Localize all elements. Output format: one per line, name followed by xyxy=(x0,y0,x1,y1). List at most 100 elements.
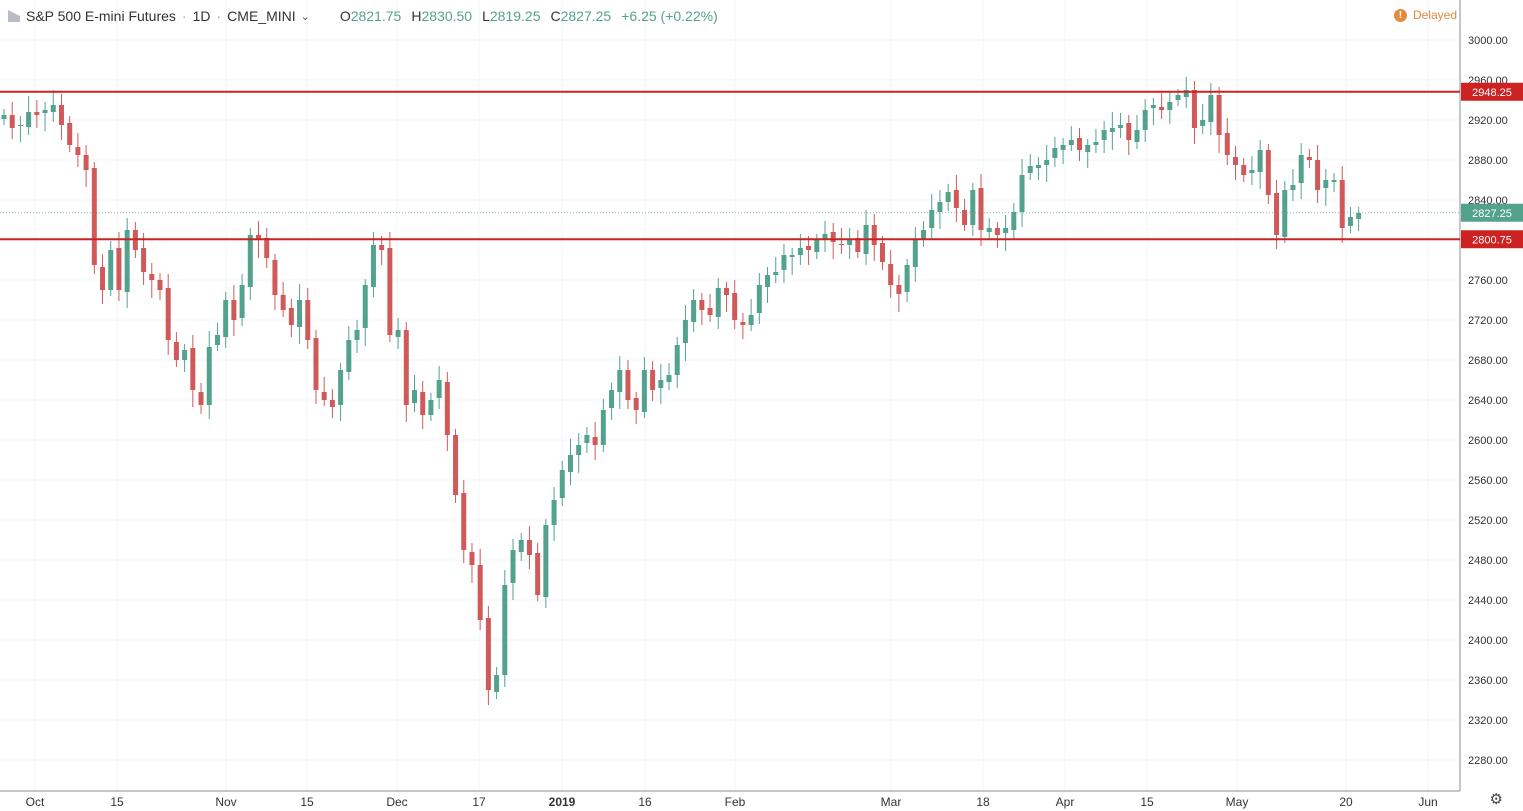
candle-body xyxy=(543,525,549,597)
candle-body xyxy=(526,540,532,555)
candle-body xyxy=(773,272,779,275)
candle-body xyxy=(428,400,434,415)
candle-body xyxy=(888,264,894,285)
price-tick-label: 2560.00 xyxy=(1468,475,1508,487)
exchange-label[interactable]: CME_MINI xyxy=(227,8,296,24)
candle-body xyxy=(1282,190,1288,237)
price-tick-label: 2280.00 xyxy=(1468,755,1508,767)
candle-body xyxy=(1175,95,1181,100)
candle-body xyxy=(1027,166,1033,173)
candle-body xyxy=(978,188,984,230)
candle-body xyxy=(124,230,130,292)
candle-body xyxy=(847,240,853,245)
time-tick-label: May xyxy=(1226,795,1249,809)
candle-body xyxy=(822,234,828,240)
candle-body xyxy=(436,380,442,398)
candle-body xyxy=(592,437,598,445)
candle-body xyxy=(354,330,360,340)
candle-body xyxy=(535,553,541,595)
level-price-label: 2948.25 xyxy=(1472,87,1512,99)
close-value: 2827.25 xyxy=(560,8,612,24)
candle-body xyxy=(1249,170,1255,173)
price-tick-label: 2680.00 xyxy=(1468,355,1508,367)
candle-body xyxy=(600,410,606,445)
time-tick-label: 18 xyxy=(976,795,990,809)
candle-body xyxy=(1019,175,1025,212)
candle-body xyxy=(206,347,212,405)
candle-body xyxy=(338,370,344,405)
candle-body xyxy=(740,322,746,325)
price-tick-label: 2920.00 xyxy=(1468,115,1508,127)
candle-body xyxy=(650,370,656,390)
price-tick-label: 2400.00 xyxy=(1468,635,1508,647)
candle-body xyxy=(986,228,992,232)
candle-body xyxy=(551,500,557,525)
candle-body xyxy=(1257,150,1263,172)
candle-body xyxy=(1339,180,1345,228)
candle-body xyxy=(789,255,795,257)
level-price-label-bg xyxy=(1461,230,1523,249)
delayed-badge[interactable]: ! Delayed xyxy=(1393,8,1457,22)
candle-body xyxy=(756,285,762,313)
interval-label[interactable]: 1D xyxy=(192,8,211,24)
candle-body xyxy=(321,392,327,400)
time-tick-label: 15 xyxy=(110,795,124,809)
candle-body xyxy=(510,550,516,583)
candle-body xyxy=(1167,102,1173,110)
candle-body xyxy=(896,285,902,294)
candle-body xyxy=(502,585,508,675)
candle-body xyxy=(1183,90,1189,97)
candle-body xyxy=(806,246,812,250)
candle-body xyxy=(26,112,32,127)
candle-body xyxy=(420,392,426,415)
candle-body xyxy=(1159,107,1165,110)
candle-body xyxy=(625,370,631,400)
candle-body xyxy=(814,240,820,252)
candle-body xyxy=(921,230,927,240)
candle-body xyxy=(617,370,623,392)
candle-body xyxy=(691,300,697,322)
candle-body xyxy=(17,125,23,126)
gear-icon[interactable]: ⚙ xyxy=(1489,791,1503,808)
candle-body xyxy=(198,392,204,405)
candle-body xyxy=(444,382,450,435)
candle-body xyxy=(830,232,836,242)
candle-body xyxy=(567,455,573,472)
candle-body xyxy=(1068,140,1074,145)
price-tick-label: 2480.00 xyxy=(1468,555,1508,567)
candle-body xyxy=(781,255,787,270)
candle-body xyxy=(658,380,664,388)
time-tick-label: Feb xyxy=(725,795,746,809)
chevron-down-icon[interactable]: ⌄ xyxy=(300,10,310,23)
symbol-name[interactable]: S&P 500 E-mini Futures xyxy=(26,8,176,24)
candle-body xyxy=(929,210,935,228)
candle-body xyxy=(346,340,352,372)
candle-body xyxy=(1126,123,1132,140)
candle-body xyxy=(1290,185,1296,190)
candle-body xyxy=(141,248,147,272)
candle-body xyxy=(34,112,40,115)
price-tick-label: 2600.00 xyxy=(1468,435,1508,447)
price-tick-label: 2320.00 xyxy=(1468,715,1508,727)
open-value: 2821.75 xyxy=(350,8,402,24)
candle-body xyxy=(412,390,417,403)
symbol-logo-icon xyxy=(8,10,20,22)
separator-dot: · xyxy=(181,8,187,24)
time-tick-label: 16 xyxy=(638,795,652,809)
candle-body xyxy=(937,202,943,212)
candle-body xyxy=(149,274,155,280)
candle-body xyxy=(666,375,672,382)
candle-body xyxy=(518,540,524,552)
candle-body xyxy=(223,300,229,337)
candle-body xyxy=(362,285,368,328)
candle-body xyxy=(214,335,220,345)
delayed-label: Delayed xyxy=(1412,8,1457,22)
candle-body xyxy=(723,288,729,295)
price-tick-label: 2720.00 xyxy=(1468,315,1508,327)
candle-body xyxy=(477,565,483,620)
candle-body xyxy=(1274,193,1280,235)
candle-body xyxy=(75,147,81,155)
candle-body xyxy=(838,244,844,245)
candle-body xyxy=(256,235,262,240)
